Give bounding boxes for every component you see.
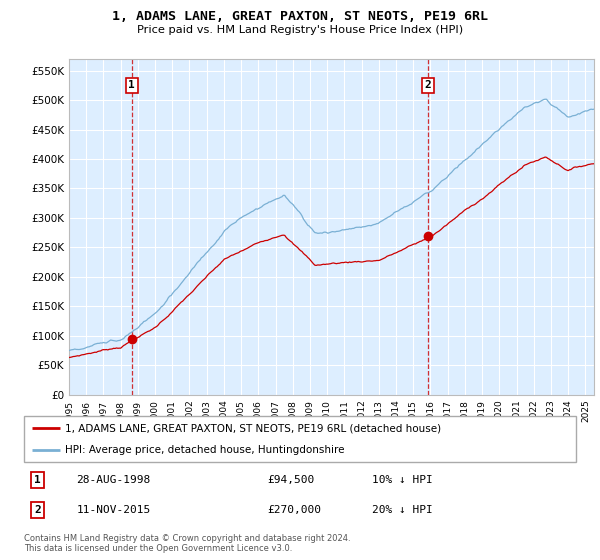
- Text: 2: 2: [425, 80, 431, 90]
- Text: 2: 2: [34, 505, 41, 515]
- Text: 28-AUG-1998: 28-AUG-1998: [76, 475, 151, 486]
- Text: 1, ADAMS LANE, GREAT PAXTON, ST NEOTS, PE19 6RL (detached house): 1, ADAMS LANE, GREAT PAXTON, ST NEOTS, P…: [65, 423, 442, 433]
- Text: Contains HM Land Registry data © Crown copyright and database right 2024.
This d: Contains HM Land Registry data © Crown c…: [24, 534, 350, 553]
- Text: 10% ↓ HPI: 10% ↓ HPI: [372, 475, 433, 486]
- Text: 11-NOV-2015: 11-NOV-2015: [76, 505, 151, 515]
- Text: Price paid vs. HM Land Registry's House Price Index (HPI): Price paid vs. HM Land Registry's House …: [137, 25, 463, 35]
- Text: £94,500: £94,500: [267, 475, 314, 486]
- Text: 1: 1: [128, 80, 135, 90]
- FancyBboxPatch shape: [24, 416, 576, 462]
- Text: £270,000: £270,000: [267, 505, 321, 515]
- Text: 20% ↓ HPI: 20% ↓ HPI: [372, 505, 433, 515]
- Text: 1: 1: [34, 475, 41, 486]
- Text: HPI: Average price, detached house, Huntingdonshire: HPI: Average price, detached house, Hunt…: [65, 445, 345, 455]
- Text: 1, ADAMS LANE, GREAT PAXTON, ST NEOTS, PE19 6RL: 1, ADAMS LANE, GREAT PAXTON, ST NEOTS, P…: [112, 10, 488, 23]
